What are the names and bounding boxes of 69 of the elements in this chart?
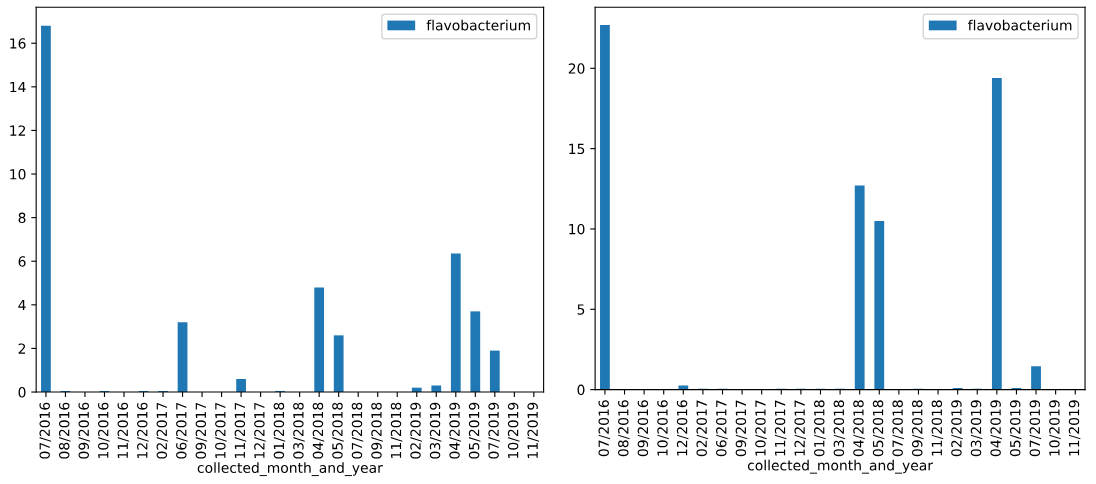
x-axis-title: collected_month_and_year <box>747 459 934 474</box>
x-tick-label: 04/2018 <box>853 400 865 457</box>
x-tick-label: 01/2018 <box>814 400 826 457</box>
x-tick-label: 03/2018 <box>833 400 846 457</box>
x-tick-label: 12/2016 <box>676 400 689 456</box>
x-tick-label: 03/2019 <box>970 400 983 457</box>
x-tick-label: 11/2017 <box>774 400 787 456</box>
x-tick-label: 09/2018 <box>371 402 383 459</box>
x-tick-label: 07/2016 <box>598 400 611 457</box>
x-tick-label: 02/2019 <box>951 400 963 457</box>
x-tick-label: 09/2018 <box>911 400 924 457</box>
x-tick-label: 11/2016 <box>117 402 130 458</box>
y-tick-label: 10 <box>10 169 26 180</box>
x-tick-label: 10/2017 <box>755 400 767 456</box>
y-tick-label: 14 <box>10 81 26 93</box>
y-tick-label: 15 <box>569 143 585 155</box>
x-tick-label: 11/2018 <box>390 402 403 458</box>
y-tick-label: 6 <box>18 256 26 267</box>
x-tick-label: 09/2017 <box>735 400 748 457</box>
x-tick-label: 03/2019 <box>429 402 442 459</box>
x-tick-label: 02/2019 <box>410 402 422 459</box>
x-tick-label: 05/2019 <box>1009 400 1022 457</box>
x-tick-label: 02/2017 <box>156 402 169 459</box>
y-tick-label: 4 <box>18 299 26 311</box>
y-tick-label: 12 <box>10 125 26 136</box>
x-tick-label: 07/2019 <box>488 402 500 459</box>
x-tick-label: 09/2017 <box>195 402 208 459</box>
x-tick-label: 04/2018 <box>312 402 325 459</box>
x-tick-label: 09/2016 <box>637 400 650 457</box>
x-tick-label: 12/2017 <box>254 402 266 458</box>
x-tick-label: 12/2017 <box>794 400 807 456</box>
x-tick-label: 10/2019 <box>1049 400 1061 456</box>
x-tick-label: 04/2019 <box>449 402 461 459</box>
x-tick-label: 06/2017 <box>716 400 728 457</box>
y-tick-label: 16 <box>10 38 26 49</box>
x-tick-label: 05/2019 <box>468 402 481 459</box>
x-tick-label: 03/2018 <box>293 402 305 459</box>
y-tick-label: 5 <box>577 304 585 315</box>
x-tick-label: 01/2018 <box>273 402 286 459</box>
y-tick-label: 2 <box>18 343 26 354</box>
x-tick-label: 10/2019 <box>507 402 520 458</box>
x-tick-label: 12/2016 <box>137 402 149 458</box>
x-tick-label: 07/2018 <box>351 402 364 459</box>
y-tick-label: 10 <box>569 223 585 235</box>
legend-label: flavobacterium <box>426 19 530 31</box>
x-tick-label: 10/2016 <box>98 402 110 458</box>
x-tick-label: 11/2017 <box>234 402 247 458</box>
x-tick-label: 08/2016 <box>58 402 71 459</box>
x-tick-label: 07/2019 <box>1029 400 1042 457</box>
x-tick-label: 11/2018 <box>931 400 944 456</box>
x-tick-label: 11/2019 <box>527 402 539 458</box>
x-tick-label: 07/2018 <box>892 400 904 457</box>
x-tick-label: 06/2017 <box>176 402 188 459</box>
x-tick-label: 11/2019 <box>1068 400 1081 456</box>
x-tick-label: 09/2016 <box>78 402 91 459</box>
x-tick-label: 08/2016 <box>618 400 630 457</box>
x-tick-label: 02/2017 <box>696 400 709 457</box>
x-tick-label: 10/2016 <box>657 400 669 456</box>
x-axis-title: collected_month_and_year <box>197 462 383 477</box>
x-tick-label: 07/2016 <box>39 402 52 459</box>
y-tick-label: 0 <box>18 387 26 398</box>
x-tick-label: 05/2018 <box>332 402 344 459</box>
legend-label: flavobacterium <box>968 19 1072 31</box>
x-tick-label: 04/2019 <box>990 400 1002 457</box>
y-tick-label: 0 <box>577 384 585 396</box>
y-tick-label: 8 <box>18 212 26 224</box>
y-tick-label: 20 <box>568 63 585 74</box>
x-tick-label: 10/2017 <box>215 402 227 458</box>
x-tick-label: 05/2018 <box>872 400 885 457</box>
